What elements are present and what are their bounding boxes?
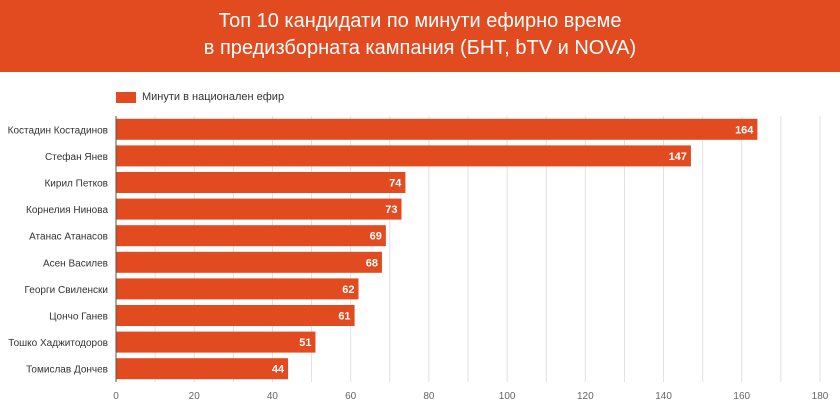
bar xyxy=(116,198,402,220)
chart-title-line1: Топ 10 кандидати по минути ефирно време xyxy=(218,10,622,32)
title-banner: Топ 10 кандидати по минути ефирно време … xyxy=(0,0,840,72)
data-label: 68 xyxy=(366,257,378,269)
legend: Минути в национален ефир xyxy=(116,90,284,104)
bar xyxy=(116,145,691,167)
data-label: 164 xyxy=(735,124,754,136)
data-label: 147 xyxy=(669,151,687,163)
legend-swatch xyxy=(116,91,136,103)
bar xyxy=(116,251,382,273)
category-label: Костадин Костадинов xyxy=(8,125,108,136)
legend-label: Минути в национален ефир xyxy=(142,91,285,103)
x-tick-label: 100 xyxy=(499,391,516,402)
bar xyxy=(116,118,758,140)
x-tick-label: 160 xyxy=(733,391,750,402)
x-tick-label: 140 xyxy=(655,391,672,402)
category-label: Атанас Атанасов xyxy=(29,232,108,243)
data-label: 44 xyxy=(272,364,285,376)
data-label: 69 xyxy=(370,231,382,243)
category-label: Асен Василев xyxy=(43,258,108,269)
data-label: 74 xyxy=(389,178,402,190)
data-label: 51 xyxy=(299,337,311,349)
category-label: Стефан Янев xyxy=(45,151,108,163)
category-label: Корнелия Нинова xyxy=(26,205,108,216)
category-label: Тошко Хаджитодоров xyxy=(8,338,108,349)
x-tick-label: 20 xyxy=(189,391,201,402)
x-tick-label: 0 xyxy=(113,391,119,402)
data-label: 61 xyxy=(338,311,350,323)
data-label: 73 xyxy=(385,204,397,216)
category-label: Кирил Петков xyxy=(44,179,108,190)
bar xyxy=(116,225,386,247)
category-label: Георги Свиленски xyxy=(25,285,108,296)
x-tick-label: 60 xyxy=(345,391,357,402)
x-tick-label: 180 xyxy=(812,391,829,402)
x-tick-label: 40 xyxy=(267,391,279,402)
x-tick-label: 120 xyxy=(577,391,594,402)
bar xyxy=(116,331,316,353)
bar xyxy=(116,358,289,380)
bar xyxy=(116,278,359,300)
category-label: Томислав Дончев xyxy=(26,365,108,376)
x-tick-label: 80 xyxy=(423,391,435,402)
bar xyxy=(116,305,355,326)
bar xyxy=(116,172,406,193)
data-label: 62 xyxy=(342,284,354,296)
category-label: Цончо Ганев xyxy=(49,312,108,323)
chart-title-line2: в предизборната кампания (БНТ, bTV и NOV… xyxy=(203,37,637,59)
